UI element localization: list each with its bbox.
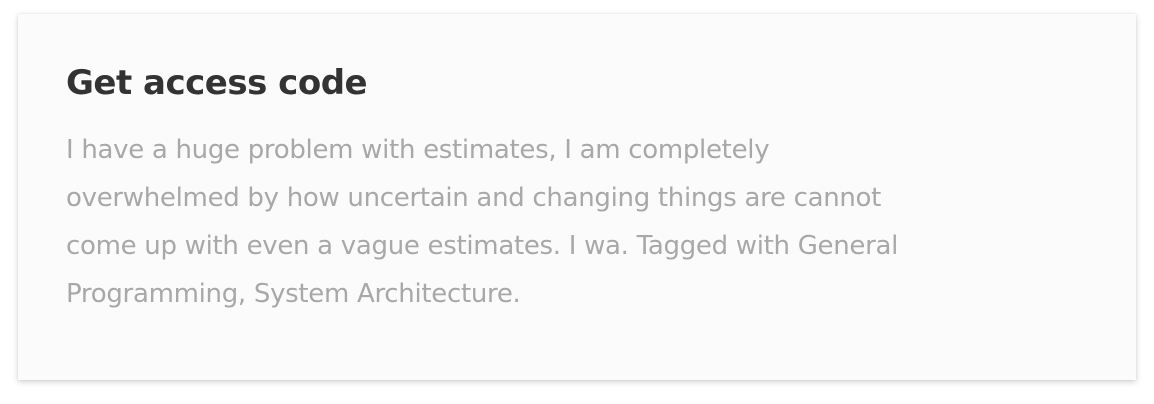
card-description: I have a huge problem with estimates, I … — [66, 135, 899, 309]
access-code-card[interactable]: Get access code I have a huge problem wi… — [18, 14, 1136, 380]
card-title: Get access code — [66, 63, 368, 103]
